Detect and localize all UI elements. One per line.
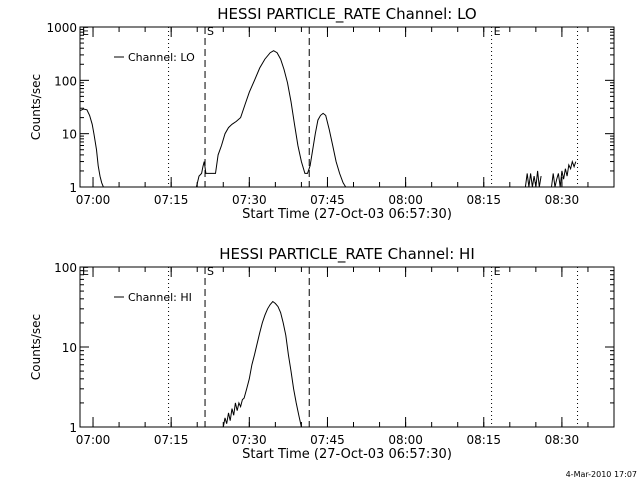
- x-tick-label: 07:00: [76, 193, 111, 207]
- x-tick-label: 07:15: [154, 433, 189, 447]
- y-tick-label: 1000: [46, 21, 77, 35]
- chart-panel-hi: HESSI PARTICLE_RATE Channel: HI 1 10 100 07:…: [29, 245, 615, 462]
- x-tick-label: 08:15: [466, 193, 501, 207]
- event-marker-label: E: [494, 25, 501, 38]
- event-marker-label: E: [82, 25, 89, 38]
- chart-title: HESSI PARTICLE_RATE Channel: HI: [219, 245, 475, 264]
- x-tick-label: 08:00: [388, 193, 423, 207]
- legend-entry: Channel: HI: [128, 291, 192, 304]
- legend-entry: Channel: LO: [128, 51, 195, 64]
- series-line: [222, 300, 302, 428]
- chart-panel-lo: HESSI PARTICLE_RATE Channel: LO 1 10 100 100…: [29, 5, 615, 222]
- event-marker-label: E: [494, 265, 501, 278]
- x-tick-label: 07:45: [310, 193, 345, 207]
- x-tick-label: 07:30: [232, 193, 267, 207]
- x-axis-label: Start Time (27-Oct-03 06:57:30): [242, 207, 452, 222]
- x-tick-label: 07:00: [76, 433, 111, 447]
- event-marker-label: S: [207, 25, 214, 38]
- series-line: [524, 170, 542, 188]
- x-tick-label: 08:00: [388, 433, 423, 447]
- x-tick-label: 08:30: [545, 433, 580, 447]
- date-stamp: 4-Mar-2010 17:07: [566, 470, 637, 479]
- series-line: [195, 50, 347, 188]
- x-axis-label: Start Time (27-Oct-03 06:57:30): [242, 447, 452, 462]
- series-line: [79, 108, 104, 188]
- y-tick-label: 100: [54, 74, 77, 88]
- series-line: [551, 159, 577, 188]
- event-marker-label: S: [207, 265, 214, 278]
- x-tick-label: 07:30: [232, 433, 267, 447]
- y-tick-label: 10: [62, 128, 77, 142]
- y-axis-label: Counts/sec: [29, 74, 43, 140]
- y-tick-label: 100: [54, 261, 77, 275]
- y-axis-label: Counts/sec: [29, 314, 43, 380]
- x-tick-label: 08:30: [545, 193, 580, 207]
- event-marker-label: E: [82, 265, 89, 278]
- x-tick-label: 07:15: [154, 193, 189, 207]
- chart-title: HESSI PARTICLE_RATE Channel: LO: [217, 5, 476, 24]
- y-tick-label: 10: [62, 341, 77, 355]
- y-tick-label: 1: [69, 181, 77, 195]
- x-tick-label: 08:15: [466, 433, 501, 447]
- y-tick-label: 1: [69, 421, 77, 435]
- x-tick-label: 07:45: [310, 433, 345, 447]
